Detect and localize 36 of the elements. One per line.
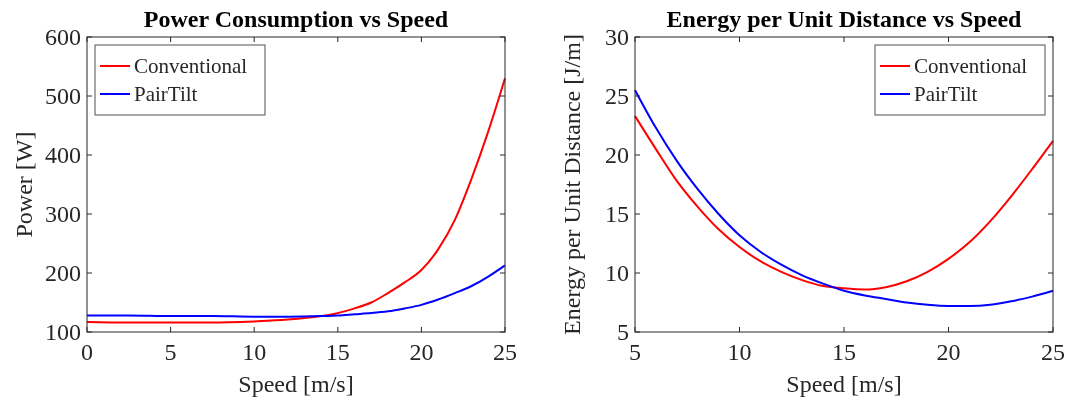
y-tick-label: 20 — [605, 142, 629, 168]
line-series — [634, 115, 1054, 291]
y-tick-label: 5 — [617, 319, 629, 345]
y-tick-label: 300 — [45, 201, 81, 227]
line-series — [86, 77, 506, 324]
line-series — [86, 264, 506, 318]
x-tick-label: 20 — [936, 339, 961, 365]
x-tick-label: 25 — [493, 339, 517, 365]
legend-label: PairTilt — [914, 82, 978, 106]
x-tick-label: 20 — [409, 339, 434, 365]
x-tick-label: 10 — [242, 339, 267, 365]
y-axis-title: Power [W] — [11, 131, 37, 238]
legend-label: Conventional — [914, 54, 1028, 78]
y-tick-label: 100 — [45, 319, 81, 345]
x-tick-label: 0 — [81, 339, 93, 365]
x-axis-title: Speed [m/s] — [786, 371, 902, 397]
x-tick-label: 10 — [727, 339, 752, 365]
x-tick-label: 25 — [1041, 339, 1065, 365]
chart-title: Power Consumption vs Speed — [143, 6, 449, 32]
y-tick-label: 200 — [45, 260, 81, 286]
legend-label: PairTilt — [134, 82, 198, 106]
x-tick-label: 15 — [325, 339, 350, 365]
chart-title: Energy per Unit Distance vs Speed — [666, 6, 1023, 32]
y-tick-label: 25 — [605, 83, 629, 109]
y-tick-label: 400 — [45, 142, 81, 168]
x-tick-label: 5 — [164, 339, 177, 365]
y-tick-label: 600 — [45, 24, 81, 50]
y-axis-title: Energy per Unit Distance [J/m] — [559, 34, 585, 335]
x-axis-title: Speed [m/s] — [238, 371, 354, 397]
y-tick-label: 10 — [605, 260, 629, 286]
y-tick-label: 15 — [605, 201, 629, 227]
legend-label: Conventional — [134, 54, 248, 78]
y-tick-label: 30 — [605, 24, 629, 50]
line-series — [634, 89, 1054, 308]
y-tick-label: 500 — [45, 83, 81, 109]
x-tick-label: 15 — [832, 339, 856, 365]
